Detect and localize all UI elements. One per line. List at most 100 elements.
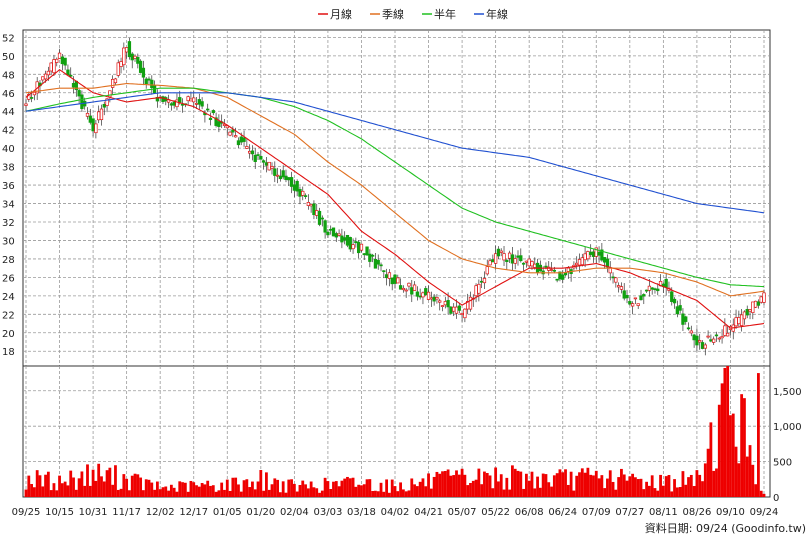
volume-bar xyxy=(673,479,676,497)
candle-body xyxy=(410,287,414,295)
volume-bar xyxy=(564,469,567,497)
volume-bar xyxy=(483,471,486,497)
candle-body xyxy=(633,297,638,300)
candle-body xyxy=(256,154,260,156)
candle-body xyxy=(524,260,529,263)
candle-body xyxy=(440,305,445,307)
volume-bar xyxy=(128,490,131,497)
volume-bar xyxy=(726,366,730,497)
candle-body xyxy=(603,257,607,263)
volume-bar xyxy=(130,475,134,497)
volume-bar xyxy=(664,476,668,497)
volume-bar xyxy=(734,446,738,497)
price-tick-label: 44 xyxy=(2,107,15,118)
candle-body xyxy=(301,190,305,196)
volume-plot-frame xyxy=(22,365,771,498)
candle-body xyxy=(751,301,755,314)
candle-body xyxy=(245,146,249,149)
volume-bar xyxy=(566,484,570,497)
price-tick-label: 48 xyxy=(2,70,15,81)
candle-body xyxy=(642,294,646,297)
volume-bar xyxy=(169,484,173,497)
volume-bar xyxy=(748,445,752,497)
volume-bar xyxy=(513,468,517,497)
candle-body xyxy=(340,235,344,243)
candle-body xyxy=(519,255,523,262)
volume-bar xyxy=(183,482,187,497)
candle-body xyxy=(273,168,277,176)
volume-bar xyxy=(429,488,433,497)
volume-bar xyxy=(175,491,179,497)
volume-bar xyxy=(516,470,520,497)
volume-bar xyxy=(298,484,302,497)
candle-body xyxy=(225,125,229,129)
volume-bar xyxy=(158,489,162,497)
volume-bar xyxy=(583,472,587,497)
date-tick-label: 09/10 xyxy=(716,507,745,518)
candle-body xyxy=(57,52,62,59)
candle-body xyxy=(686,327,691,330)
volume-bar xyxy=(667,474,671,497)
volume-bar xyxy=(608,470,612,497)
volume-bar xyxy=(186,491,190,497)
candle-body xyxy=(379,264,383,267)
volume-bar xyxy=(329,488,333,497)
volume-bar xyxy=(203,484,207,497)
candle-body xyxy=(544,265,548,268)
date-tick-label: 08/26 xyxy=(682,507,711,518)
volume-bar xyxy=(642,489,646,497)
candle-body xyxy=(370,254,375,257)
candle-body xyxy=(236,140,241,146)
date-tick-label: 04/21 xyxy=(414,507,443,518)
volume-bar xyxy=(463,474,467,497)
candle-body xyxy=(756,301,761,306)
candle-body xyxy=(678,305,682,311)
volume-bar xyxy=(491,488,495,497)
volume-bar xyxy=(340,480,344,497)
volume-bar xyxy=(415,486,419,497)
volume-bar xyxy=(100,476,103,497)
candle-body xyxy=(102,104,106,108)
volume-bar xyxy=(592,475,595,497)
volume-bar xyxy=(639,478,643,497)
candle-body xyxy=(608,267,612,274)
volume-bar xyxy=(737,463,741,497)
volume-bar xyxy=(603,488,607,497)
volume-bar xyxy=(762,493,766,497)
volume-bar xyxy=(74,489,78,497)
price-tick-label: 50 xyxy=(2,52,15,63)
volume-bar xyxy=(552,475,556,497)
candle-body xyxy=(113,78,118,84)
candle-body xyxy=(748,309,752,312)
volume-bar xyxy=(631,473,635,497)
candle-body xyxy=(354,241,358,244)
volume-bar xyxy=(508,489,512,497)
candle-body xyxy=(351,244,355,250)
volume-bar xyxy=(155,481,159,497)
candle-body xyxy=(127,41,132,58)
volume-bar xyxy=(86,464,89,497)
volume-bar xyxy=(265,472,268,497)
volume-bar xyxy=(757,373,760,497)
volume-bar xyxy=(474,479,478,497)
volume-bar xyxy=(471,480,475,497)
candle-body xyxy=(197,99,201,105)
candle-body xyxy=(656,288,660,292)
candle-body xyxy=(720,336,724,339)
candle-body xyxy=(429,297,433,300)
volume-bar xyxy=(499,474,503,497)
volume-bar xyxy=(538,487,542,497)
volume-tick-label: 1,000 xyxy=(773,422,802,433)
volume-bar xyxy=(650,475,654,497)
volume-bar xyxy=(172,487,176,497)
candle-body xyxy=(348,237,352,250)
candle-body xyxy=(510,254,515,264)
candle-body xyxy=(723,325,727,336)
volume-bar xyxy=(251,481,254,497)
volume-bar xyxy=(715,468,718,497)
volume-bar xyxy=(443,470,447,497)
volume-bar xyxy=(586,467,590,497)
candle-body xyxy=(281,170,285,178)
date-tick-label: 06/24 xyxy=(548,507,577,518)
